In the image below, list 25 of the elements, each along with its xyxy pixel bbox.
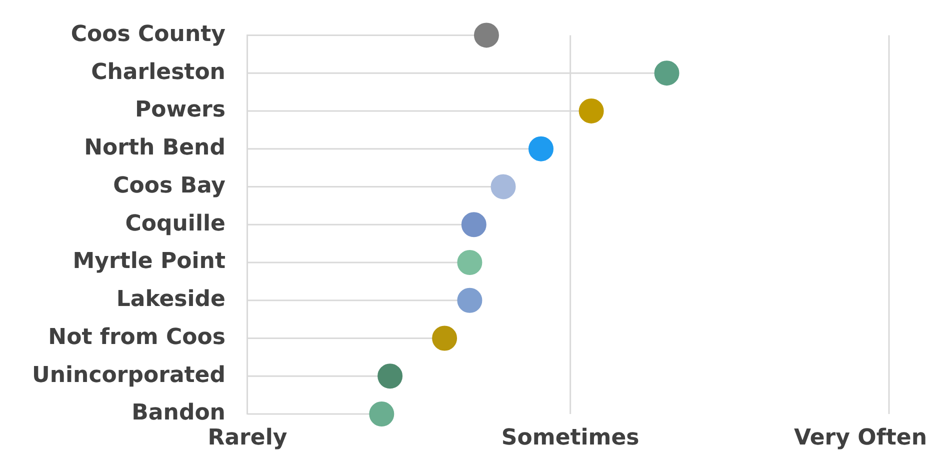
point [474, 22, 499, 48]
point [490, 174, 516, 200]
point [578, 98, 604, 124]
point [457, 288, 482, 313]
y-tick-label: Coquille [125, 211, 226, 236]
point [528, 136, 554, 162]
point [654, 60, 680, 86]
text: Rarely [208, 426, 288, 451]
y-tick-label: Charleston [91, 60, 226, 85]
y-tick-label: Myrtle Point [72, 249, 226, 274]
point [378, 364, 403, 389]
y-tick-label: Lakeside [116, 287, 226, 312]
y-tick-label: North Bend [84, 136, 226, 161]
ref-line-label: Sometimes [501, 426, 640, 451]
y-tick-label: Coos County [70, 22, 226, 47]
point [461, 212, 486, 238]
point [457, 250, 482, 275]
y-tick-label: Powers [135, 98, 226, 123]
y-tick-label: Unincorporated [32, 362, 226, 388]
point [369, 402, 394, 426]
ref-line-label: Very Often [794, 426, 927, 451]
y-tick-label: Coos Bay [113, 173, 226, 198]
y-tick-label: Not from Coos [48, 324, 226, 350]
y-tick-label: Bandon [132, 400, 226, 426]
point [432, 326, 458, 351]
